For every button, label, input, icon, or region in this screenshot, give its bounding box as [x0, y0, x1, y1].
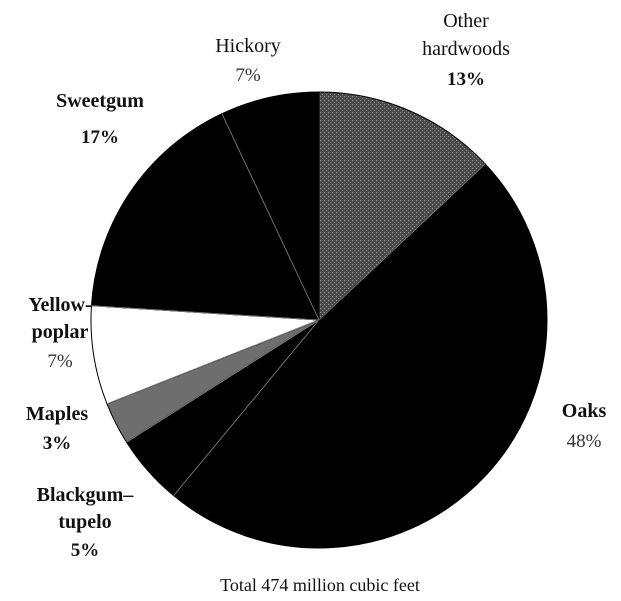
pie-slices — [90, 91, 548, 549]
pie-slice-oaks — [172, 163, 548, 549]
slice-percent-text: 5% — [71, 540, 100, 561]
chart-caption: Total 474 million cubic feet — [220, 575, 420, 595]
slice-name-text: Maples — [26, 403, 88, 425]
slice-separator — [318, 163, 486, 321]
slice-name-text: Yellow- — [28, 294, 91, 316]
slice-label-other-hardwoods: Other hardwoods 13% — [422, 10, 510, 90]
slice-name-text: Sweetgum — [56, 90, 144, 112]
slice-label-oaks: Oaks 48% — [562, 400, 607, 452]
slice-separator — [173, 319, 320, 496]
slice-percent-text: 7% — [47, 351, 73, 372]
slice-label-hickory: Hickory 7% — [215, 35, 281, 86]
slice-percent-text: 48% — [567, 431, 602, 452]
slice-labels: Other hardwoods 13% Oaks 48% Blackgum– tupelo 5… — [26, 10, 607, 561]
slice-percent-text: 3% — [43, 433, 72, 454]
slice-name-text: Blackgum– — [37, 484, 135, 506]
slice-percent-text: 7% — [235, 65, 261, 86]
pie-slice-other-hardwoods — [318, 91, 486, 322]
slice-separator — [91, 305, 320, 321]
slice-percent-text: 17% — [81, 127, 119, 148]
slice-percent-text: 13% — [447, 69, 485, 90]
slice-name-text: tupelo — [58, 511, 111, 533]
slice-separator — [221, 113, 320, 321]
slice-label-maples: Maples 3% — [26, 403, 88, 454]
slice-label-blackgum-tupelo: Blackgum– tupelo 5% — [37, 484, 135, 561]
pie-slice-hickory — [221, 91, 320, 321]
slice-separator — [106, 319, 320, 405]
slice-name-text: Hickory — [215, 35, 281, 57]
slice-name-text: hardwoods — [422, 38, 510, 60]
slice-label-sweetgum: Sweetgum 17% — [56, 90, 144, 148]
pie-slice-sweetgum — [90, 113, 320, 321]
slice-name-text: Other — [443, 10, 489, 32]
slice-label-yellow-poplar: Yellow-poplar 7% — [28, 294, 91, 372]
slice-name-text: poplar — [32, 321, 89, 343]
slice-name-text: Oaks — [562, 400, 607, 422]
slice-separator — [126, 319, 320, 443]
